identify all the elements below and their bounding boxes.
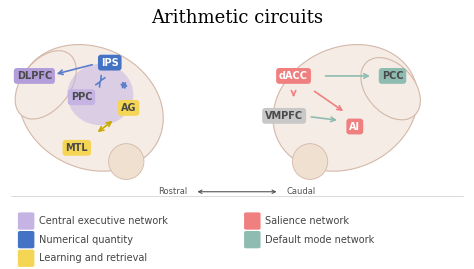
Text: MTL: MTL (65, 143, 88, 153)
FancyBboxPatch shape (244, 231, 261, 248)
Text: Arithmetic circuits: Arithmetic circuits (151, 9, 323, 27)
Ellipse shape (273, 45, 418, 171)
Text: IPS: IPS (101, 58, 118, 68)
Ellipse shape (18, 45, 163, 171)
Text: PPC: PPC (71, 92, 92, 102)
Ellipse shape (109, 144, 144, 179)
Ellipse shape (15, 51, 76, 119)
Text: Rostral: Rostral (158, 187, 188, 196)
Text: Caudal: Caudal (286, 187, 316, 196)
Text: Learning and retrieval: Learning and retrieval (39, 253, 147, 263)
Text: dACC: dACC (279, 71, 308, 81)
Text: VMPFC: VMPFC (265, 111, 303, 121)
Text: DLPFC: DLPFC (17, 71, 52, 81)
Text: AG: AG (121, 103, 137, 113)
Ellipse shape (361, 58, 420, 120)
Text: Default mode network: Default mode network (265, 235, 374, 245)
FancyBboxPatch shape (18, 250, 35, 267)
FancyBboxPatch shape (244, 212, 261, 230)
Text: Numerical quantity: Numerical quantity (39, 235, 133, 245)
Ellipse shape (292, 144, 328, 179)
Text: Salience network: Salience network (265, 216, 349, 226)
Text: PCC: PCC (382, 71, 403, 81)
FancyBboxPatch shape (18, 212, 35, 230)
Text: AI: AI (349, 122, 360, 132)
FancyBboxPatch shape (18, 231, 35, 248)
Text: Central executive network: Central executive network (39, 216, 168, 226)
Ellipse shape (67, 64, 133, 125)
